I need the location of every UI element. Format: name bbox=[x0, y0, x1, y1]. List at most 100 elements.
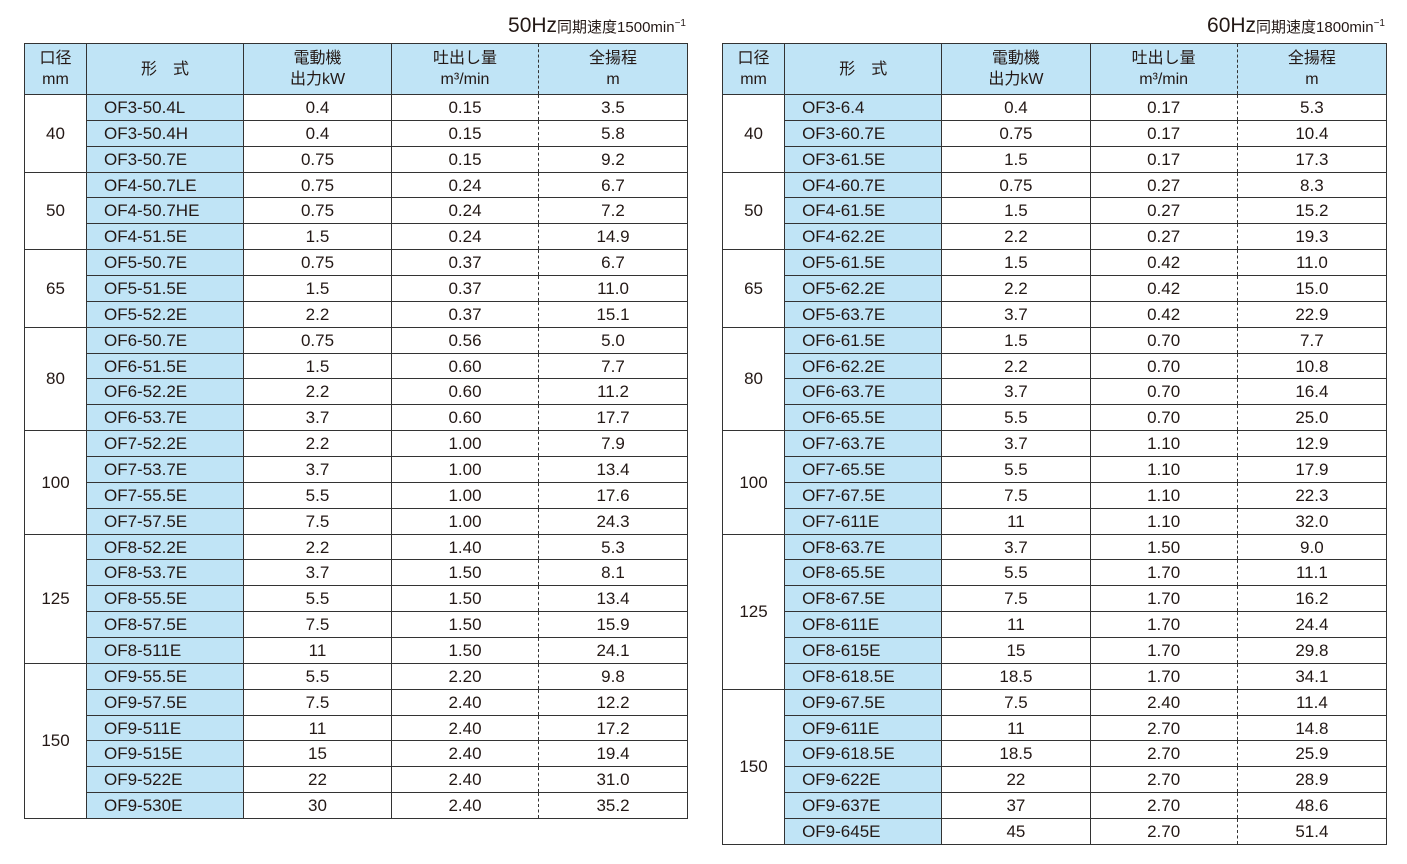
head-cell: 16.4 bbox=[1236, 378, 1388, 406]
head-cell: 15.2 bbox=[1236, 197, 1388, 225]
head-cell: 15.1 bbox=[538, 300, 688, 328]
table-row: 150 OF9-55.5E 5.5 2.20 9.8 bbox=[24, 662, 688, 820]
power-cell: 7.5 bbox=[243, 611, 392, 639]
table-row: OF3-50.4H 0.4 0.15 5.8 bbox=[25, 119, 688, 147]
head-cell: 24.3 bbox=[538, 507, 688, 535]
model-cell: OF5-62.2E bbox=[784, 275, 943, 302]
head-cell: 6.7 bbox=[538, 171, 688, 199]
model-cell: OF5-61.5E bbox=[784, 249, 943, 277]
head-cell: 5.3 bbox=[538, 533, 688, 561]
power-cell: 0.75 bbox=[243, 145, 392, 173]
model-cell: OF4-61.5E bbox=[784, 197, 943, 225]
head-cell: 17.2 bbox=[538, 714, 688, 742]
head-cell: 12.2 bbox=[538, 688, 688, 716]
caption-60hz: 60Hz同期速度1800min−1 bbox=[1207, 14, 1385, 37]
flow-cell: 0.37 bbox=[391, 300, 539, 328]
model-cell: OF6-61.5E bbox=[784, 326, 943, 354]
table-row: 50 OF4-60.7E 0.75 0.27 8.3 bbox=[721, 171, 1388, 251]
head-cell: 14.9 bbox=[538, 223, 688, 251]
flow-cell: 0.56 bbox=[391, 326, 539, 354]
power-cell: 2.2 bbox=[243, 378, 392, 406]
header-row: 口径 mm 形 式 電動機 出力kW 吐出し量 m³/min 全揚程 m bbox=[24, 43, 688, 95]
bore-size: 65 bbox=[721, 249, 786, 328]
header-head: 全揚程 m bbox=[538, 43, 688, 95]
model-cell: OF3-50.4L bbox=[86, 94, 244, 121]
model-cell: OF9-637E bbox=[784, 792, 943, 820]
model-cell: OF5-50.7E bbox=[86, 249, 244, 277]
flow-cell: 0.42 bbox=[1089, 275, 1238, 302]
table-row: OF7-53.7E 3.7 1.00 13.4 bbox=[25, 456, 688, 483]
head-cell: 11.2 bbox=[538, 378, 688, 406]
power-cell: 1.5 bbox=[941, 197, 1091, 225]
head-cell: 48.6 bbox=[1236, 792, 1388, 820]
table-row: OF6-62.2E 2.2 0.70 10.8 bbox=[723, 352, 1388, 380]
flow-cell: 0.60 bbox=[391, 404, 539, 432]
table-row: OF9-57.5E 7.5 2.40 12.2 bbox=[25, 688, 688, 716]
flow-cell: 2.40 bbox=[391, 740, 539, 768]
power-cell: 2.2 bbox=[243, 300, 392, 328]
flow-cell: 0.15 bbox=[391, 119, 539, 147]
model-cell: OF7-55.5E bbox=[86, 481, 244, 509]
power-cell: 15 bbox=[941, 637, 1091, 664]
flow-cell: 0.70 bbox=[1089, 352, 1238, 380]
flow-cell: 1.10 bbox=[1089, 481, 1238, 509]
table-row: OF8-55.5E 5.5 1.50 13.4 bbox=[25, 585, 688, 613]
power-cell: 18.5 bbox=[941, 740, 1091, 768]
flow-cell: 1.50 bbox=[391, 585, 539, 613]
table-row: OF8-511E 11 1.50 24.1 bbox=[25, 637, 688, 664]
model-cell: OF5-51.5E bbox=[86, 275, 244, 302]
model-cell: OF9-55.5E bbox=[86, 662, 244, 690]
power-cell: 0.75 bbox=[941, 171, 1091, 199]
table-row: OF8-618.5E 18.5 1.70 34.1 bbox=[723, 662, 1388, 690]
power-cell: 2.2 bbox=[243, 533, 392, 561]
flow-cell: 0.70 bbox=[1089, 378, 1238, 406]
bore-size: 40 bbox=[721, 94, 786, 173]
flow-cell: 2.40 bbox=[1089, 688, 1238, 716]
model-cell: OF5-52.2E bbox=[86, 300, 244, 328]
model-cell: OF6-65.5E bbox=[784, 404, 943, 432]
model-cell: OF7-53.7E bbox=[86, 456, 244, 483]
flow-cell: 0.24 bbox=[391, 171, 539, 199]
table-row: OF9-515E 15 2.40 19.4 bbox=[25, 740, 688, 768]
header-model: 形 式 bbox=[86, 43, 244, 95]
model-cell: OF9-57.5E bbox=[86, 688, 244, 716]
flow-cell: 2.70 bbox=[1089, 792, 1238, 820]
power-cell: 0.75 bbox=[243, 197, 392, 225]
flow-cell: 0.37 bbox=[391, 275, 539, 302]
head-cell: 31.0 bbox=[538, 766, 688, 794]
model-cell: OF4-50.7LE bbox=[86, 171, 244, 199]
head-cell: 34.1 bbox=[1236, 662, 1388, 690]
power-cell: 2.2 bbox=[941, 352, 1091, 380]
model-cell: OF8-52.2E bbox=[86, 533, 244, 561]
table-row: 50 OF4-50.7LE 0.75 0.24 6.7 bbox=[24, 171, 688, 251]
table-row: OF8-57.5E 7.5 1.50 15.9 bbox=[25, 611, 688, 639]
head-cell: 17.6 bbox=[538, 481, 688, 509]
power-cell: 5.5 bbox=[941, 456, 1091, 483]
model-cell: OF8-511E bbox=[86, 637, 244, 664]
flow-cell: 0.37 bbox=[391, 249, 539, 277]
model-cell: OF6-51.5E bbox=[86, 352, 244, 380]
table-row: 150 OF9-67.5E 7.5 2.40 11.4 bbox=[721, 688, 1388, 845]
bore-size: 150 bbox=[721, 688, 786, 845]
table-row: OF6-63.7E 3.7 0.70 16.4 bbox=[723, 378, 1388, 406]
model-cell: OF6-50.7E bbox=[86, 326, 244, 354]
model-cell: OF3-60.7E bbox=[784, 119, 943, 147]
power-cell: 18.5 bbox=[941, 662, 1091, 690]
head-cell: 22.3 bbox=[1236, 481, 1388, 509]
head-cell: 3.5 bbox=[538, 94, 688, 121]
table-row: OF9-522E 22 2.40 31.0 bbox=[25, 766, 688, 794]
flow-cell: 1.00 bbox=[391, 507, 539, 535]
model-cell: OF8-611E bbox=[784, 611, 943, 639]
head-cell: 5.3 bbox=[1236, 94, 1388, 121]
power-cell: 5.5 bbox=[941, 404, 1091, 432]
table-row: OF8-615E 15 1.70 29.8 bbox=[723, 637, 1388, 664]
table-row: 125 OF8-52.2E 2.2 1.40 5.3 bbox=[24, 533, 688, 664]
flow-cell: 0.24 bbox=[391, 223, 539, 251]
head-cell: 7.7 bbox=[1236, 326, 1388, 354]
table-row: 100 OF7-63.7E 3.7 1.10 12.9 bbox=[721, 430, 1388, 535]
power-cell: 11 bbox=[243, 637, 392, 664]
header-size: 口径 mm bbox=[721, 43, 786, 95]
model-cell: OF5-63.7E bbox=[784, 300, 943, 328]
power-cell: 1.5 bbox=[941, 145, 1091, 173]
head-cell: 9.2 bbox=[538, 145, 688, 173]
